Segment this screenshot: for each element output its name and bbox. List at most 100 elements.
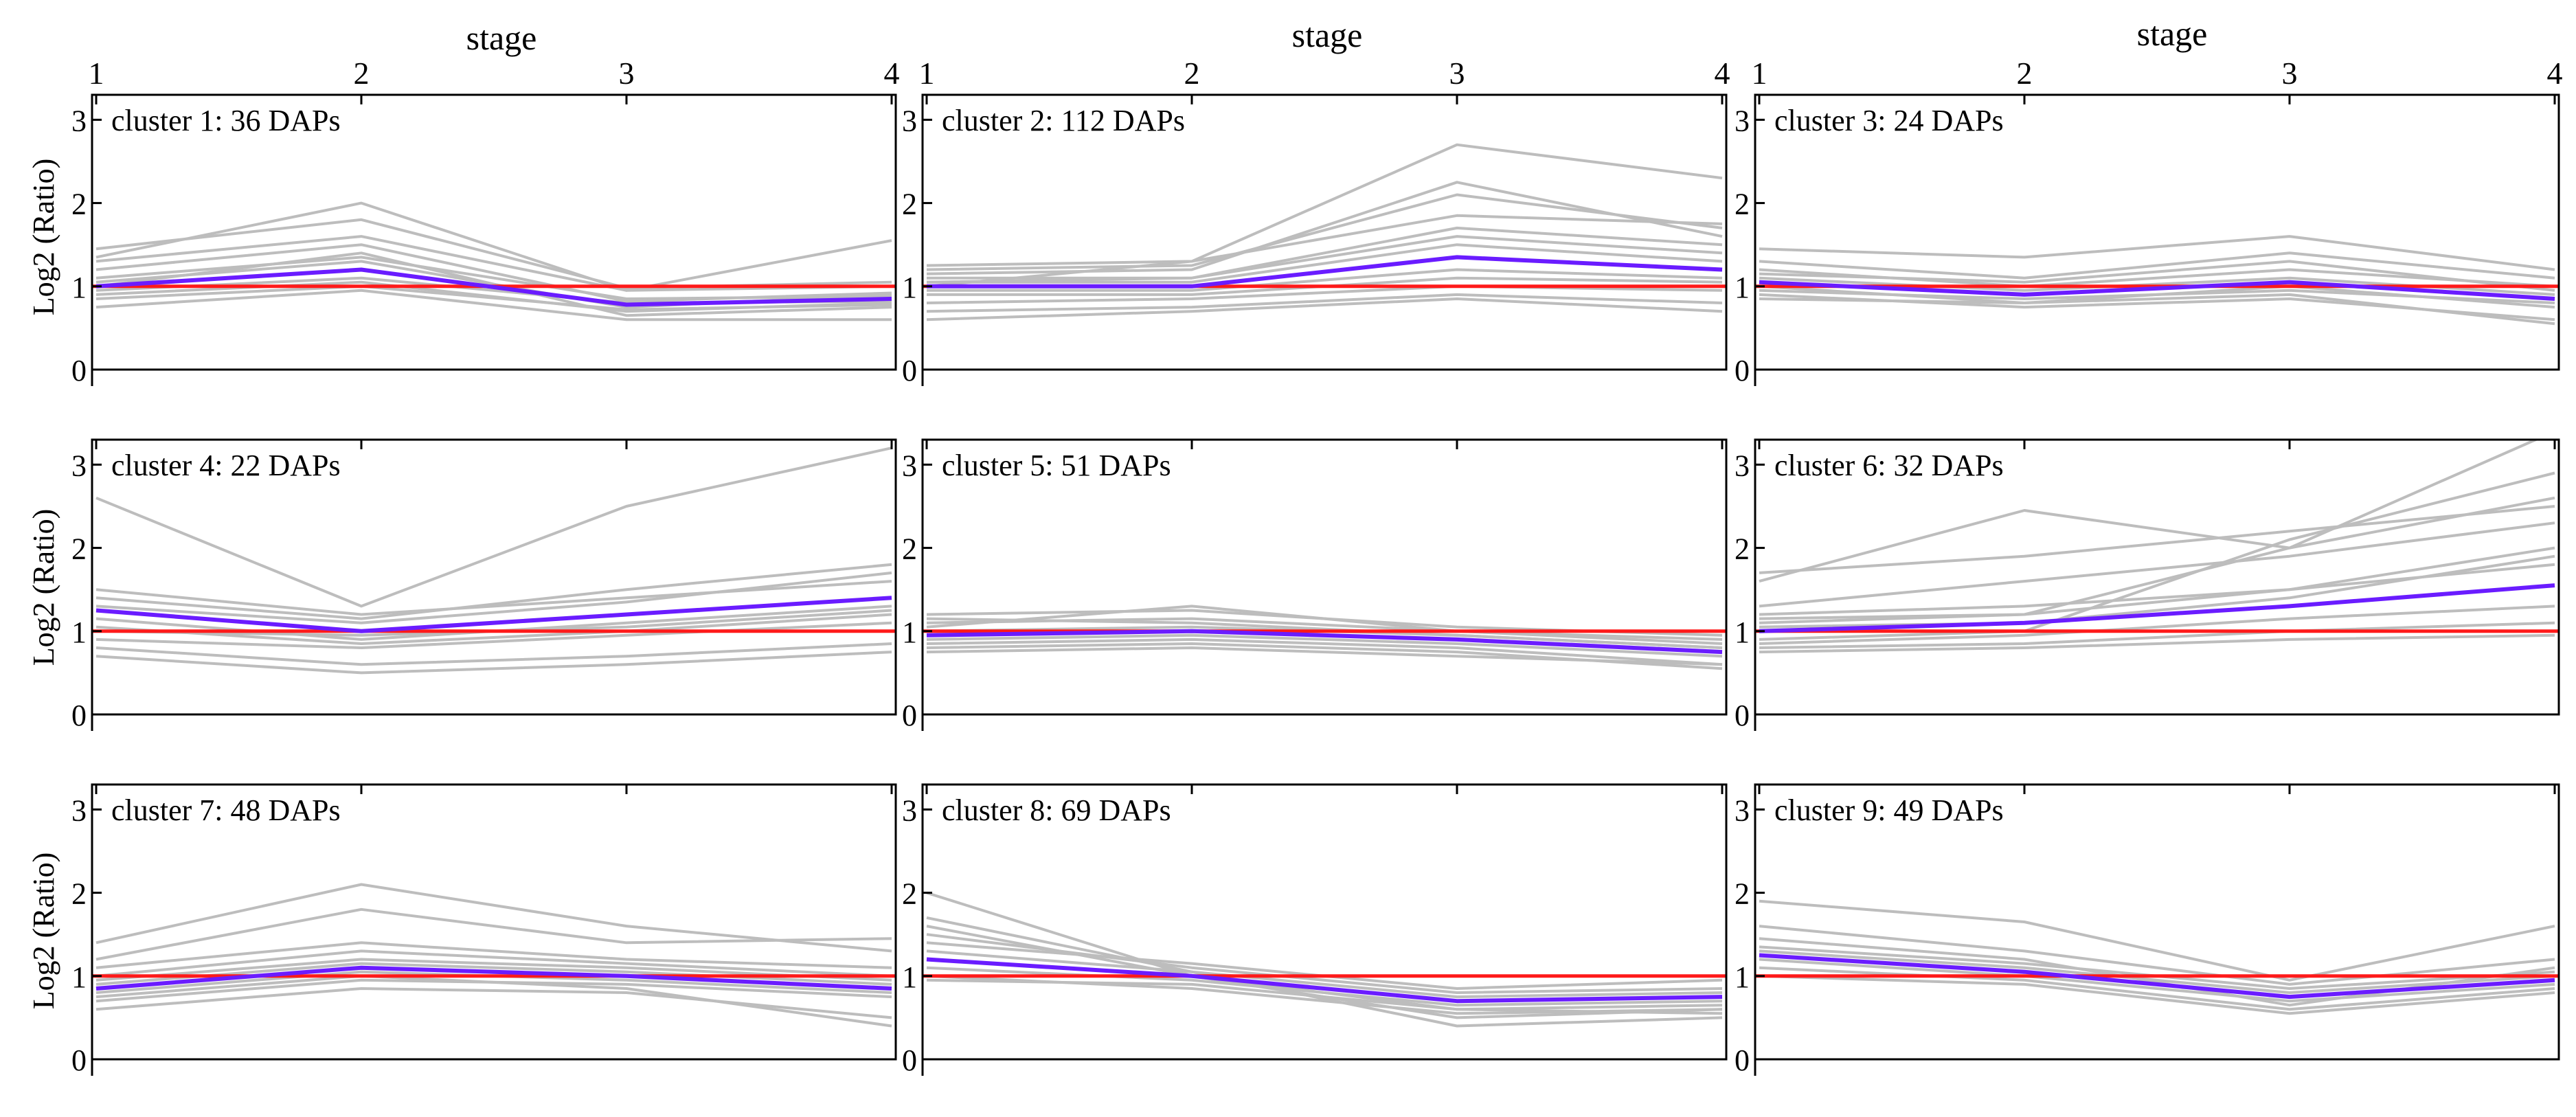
y-tick-label: 2	[71, 188, 87, 221]
profile-line	[95, 571, 892, 624]
profile-line	[927, 268, 1723, 292]
y-axis-title-row2: Log2 (Ratio)	[27, 509, 60, 666]
y-tick-label: 1	[902, 616, 917, 649]
x-tick-label: 2	[354, 56, 370, 91]
profile-line	[926, 605, 1723, 641]
cluster-title: cluster 4: 22 DAPs	[111, 449, 341, 482]
x-axis-title-col2: stage	[1292, 16, 1363, 54]
profile-line	[95, 621, 892, 649]
profile-line	[95, 642, 892, 666]
plot-area	[923, 143, 1726, 321]
profile-line	[926, 214, 1723, 267]
y-axis-titles: Log2 (Ratio) Log2 (Ratio) Log2 (Ratio)	[27, 159, 60, 1010]
y-tick-label: 0	[902, 1043, 917, 1077]
profile-line	[1759, 260, 2555, 292]
y-tick-label: 1	[71, 960, 87, 994]
profile-line	[1759, 546, 2555, 620]
mean-profile-line	[1759, 280, 2555, 301]
cluster-panel-2: 1 2 3 4 0 1 2 3 cluster 2: 112 DAPs	[902, 56, 1730, 387]
profile-line	[1759, 521, 2555, 608]
y-tick-label: 3	[71, 793, 87, 827]
profile-line	[1759, 554, 2555, 629]
profile-line	[95, 883, 892, 953]
y-tick-label: 3	[902, 793, 917, 827]
cluster-title: cluster 1: 36 DAPs	[111, 104, 341, 137]
cluster-panel-1: 1 2 3 4 0 1 2 3 cluster 1: 36 DAPs	[71, 56, 900, 387]
panel-frame	[91, 783, 897, 1061]
cluster-panel-9: 0 1 2 3 cluster 9: 49 DAPs	[1735, 783, 2560, 1077]
x-tick-label: 4	[2547, 56, 2563, 91]
x-tick-label: 3	[619, 56, 635, 91]
profile-line	[926, 297, 1723, 321]
y-tick-label: 3	[71, 449, 87, 482]
profile-line	[95, 447, 892, 608]
panel-frame	[921, 93, 1728, 371]
profile-line	[1759, 621, 2555, 649]
y-tick-label: 1	[1735, 960, 1750, 994]
profile-line	[95, 941, 892, 969]
y-tick-label: 3	[1735, 449, 1750, 482]
panel-frame	[921, 783, 1728, 1061]
cluster-panel-4: 0 1 2 3 cluster 4: 22 DAPs	[71, 438, 897, 732]
profile-line	[927, 243, 1723, 284]
y-tick-label: 2	[902, 877, 917, 911]
cluster-title: cluster 7: 48 DAPs	[111, 793, 341, 827]
profile-line	[926, 143, 1723, 288]
y-tick-label: 1	[71, 271, 87, 304]
profile-line	[1759, 563, 2555, 616]
profile-line	[926, 916, 1723, 1028]
y-tick-label: 0	[902, 699, 917, 732]
mean-profile-line	[926, 957, 1723, 1004]
profile-line	[95, 949, 892, 978]
profile-line	[95, 651, 892, 675]
y-axis-title-row3: Log2 (Ratio)	[27, 853, 60, 1010]
panel-frame	[91, 438, 897, 716]
y-tick-label: 1	[902, 271, 917, 304]
x-tick-label: 3	[1449, 56, 1465, 91]
y-tick-label: 2	[71, 532, 87, 566]
profile-line	[926, 617, 1723, 649]
profile-line	[95, 907, 892, 961]
y-tick-label: 3	[1735, 104, 1750, 137]
profile-line	[95, 987, 892, 1019]
y-tick-label: 3	[1735, 793, 1750, 827]
profile-line	[1759, 471, 2555, 641]
y-tick-label: 2	[902, 532, 917, 566]
profile-line	[95, 974, 892, 1028]
profile-line	[1759, 966, 2555, 1011]
profile-line	[95, 235, 892, 292]
profile-line	[95, 962, 892, 986]
profile-line	[95, 580, 892, 616]
y-tick-label: 2	[1735, 877, 1750, 911]
plot-area	[92, 447, 896, 675]
profile-line	[95, 284, 892, 311]
y-tick-label: 0	[71, 354, 87, 387]
profile-line	[1759, 440, 2540, 624]
y-tick-label: 1	[71, 616, 87, 649]
panel-frame	[1754, 783, 2560, 1061]
plot-area	[92, 883, 896, 1028]
panel-frame	[1754, 93, 2560, 371]
plot-area	[1755, 235, 2559, 326]
cluster-panel-6: 0 1 2 3 cluster 6: 32 DAPs	[1735, 438, 2560, 732]
profile-line	[926, 293, 1723, 313]
y-tick-label: 3	[902, 449, 917, 482]
cluster-panel-5: 0 1 2 3 cluster 5: 51 DAPs	[902, 438, 1728, 732]
profile-line	[95, 251, 892, 317]
x-tick-label: 2	[1184, 56, 1200, 91]
mean-profile-line	[926, 629, 1723, 655]
profile-line	[1759, 925, 2555, 986]
cluster-title: cluster 3: 24 DAPs	[1774, 104, 2004, 137]
y-tick-label: 0	[1735, 354, 1750, 387]
mean-profile-line	[95, 596, 892, 633]
panel-frame	[921, 438, 1728, 716]
y-axis-title-row1: Log2 (Ratio)	[27, 159, 60, 316]
profile-line	[926, 193, 1723, 271]
y-tick-label: 0	[71, 1043, 87, 1077]
profile-line	[1759, 496, 2555, 583]
y-tick-label: 0	[1735, 699, 1750, 732]
profile-line	[926, 646, 1723, 666]
profile-line	[1759, 633, 2555, 654]
y-tick-label: 1	[1735, 271, 1750, 304]
